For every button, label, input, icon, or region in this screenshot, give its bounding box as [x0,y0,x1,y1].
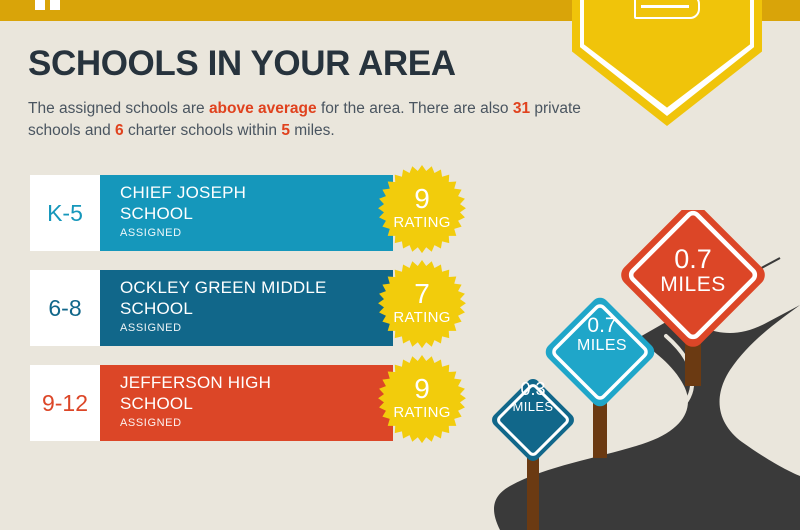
distance-value: 0.7 [587,314,617,337]
school-bar: CHIEF JOSEPH SCHOOL ASSIGNED [100,175,393,251]
rating-label: RATING [393,214,451,231]
distance-value: 0.7 [674,244,712,274]
rating-starburst: 9 RATING [373,164,471,262]
school-name-line1: JEFFERSON HIGH [120,373,272,392]
assigned-label: ASSIGNED [120,322,182,334]
subtitle-part4: charter schools within [123,121,282,139]
apple-on-book-icon [572,0,762,19]
distance-sign-medium-text: 0.7 MILES [555,315,649,355]
page-title: SCHOOLS IN YOUR AREA [28,44,456,83]
school-name: OCKLEY GREEN MIDDLE SCHOOL [120,278,380,319]
assigned-label: ASSIGNED [120,227,182,239]
distance-sign-large [621,210,765,347]
distance-unit: MILES [576,337,627,354]
subtitle-part1: The assigned schools are [28,100,209,117]
assigned-label: ASSIGNED [120,417,182,429]
school-bar: JEFFERSON HIGH SCHOOL ASSIGNED [100,365,393,441]
distance-sign-small [492,379,574,461]
distance-unit: MILES [512,399,554,414]
page-subtitle: The assigned schools are above average f… [28,98,588,141]
rating-value: 7 [414,278,430,309]
book-icon [634,0,700,19]
distance-signs-illustration: 0.7 MILES 0.7 MILES 0.3 MILES [480,210,800,530]
school-name-line2: SCHOOL [120,203,193,223]
subtitle-highlight-radius: 5 [281,121,290,139]
distance-sign-medium [545,297,655,407]
school-name: CHIEF JOSEPH SCHOOL [120,183,380,224]
rating-starburst: 9 RATING [373,354,471,452]
subtitle-highlight-private-count: 31 [512,100,531,117]
distance-unit: MILES [660,273,726,296]
rating-value: 9 [414,183,430,214]
grade-range-badge: 9-12 [30,365,100,441]
distance-sign-large-text: 0.7 MILES [633,245,753,296]
distance-sign-small-text: 0.3 MILES [494,379,572,415]
school-bar: OCKLEY GREEN MIDDLE SCHOOL ASSIGNED [100,270,393,346]
subtitle-part3: private schools and [28,100,581,139]
cropped-glyph-icon [35,0,63,10]
school-name-line2: SCHOOL [120,298,193,318]
grade-range-badge: 6-8 [30,270,100,346]
subtitle-highlight-above-average: above average [208,100,317,117]
rating-value: 9 [414,373,430,404]
subtitle-part5: miles. [289,121,335,139]
grade-range-badge: K-5 [30,175,100,251]
school-name-line1: CHIEF JOSEPH [120,183,247,202]
rating-starburst: 7 RATING [373,259,471,357]
subtitle-part2: for the area. There are also [316,100,513,117]
rating-label: RATING [393,309,451,326]
distance-value: 0.3 [520,379,546,399]
subtitle-highlight-charter-count: 6 [115,121,124,139]
rating-label: RATING [393,404,451,421]
school-name-line1: OCKLEY GREEN MIDDLE [120,278,327,297]
school-name-line2: SCHOOL [120,393,193,413]
school-name: JEFFERSON HIGH SCHOOL [120,373,380,414]
